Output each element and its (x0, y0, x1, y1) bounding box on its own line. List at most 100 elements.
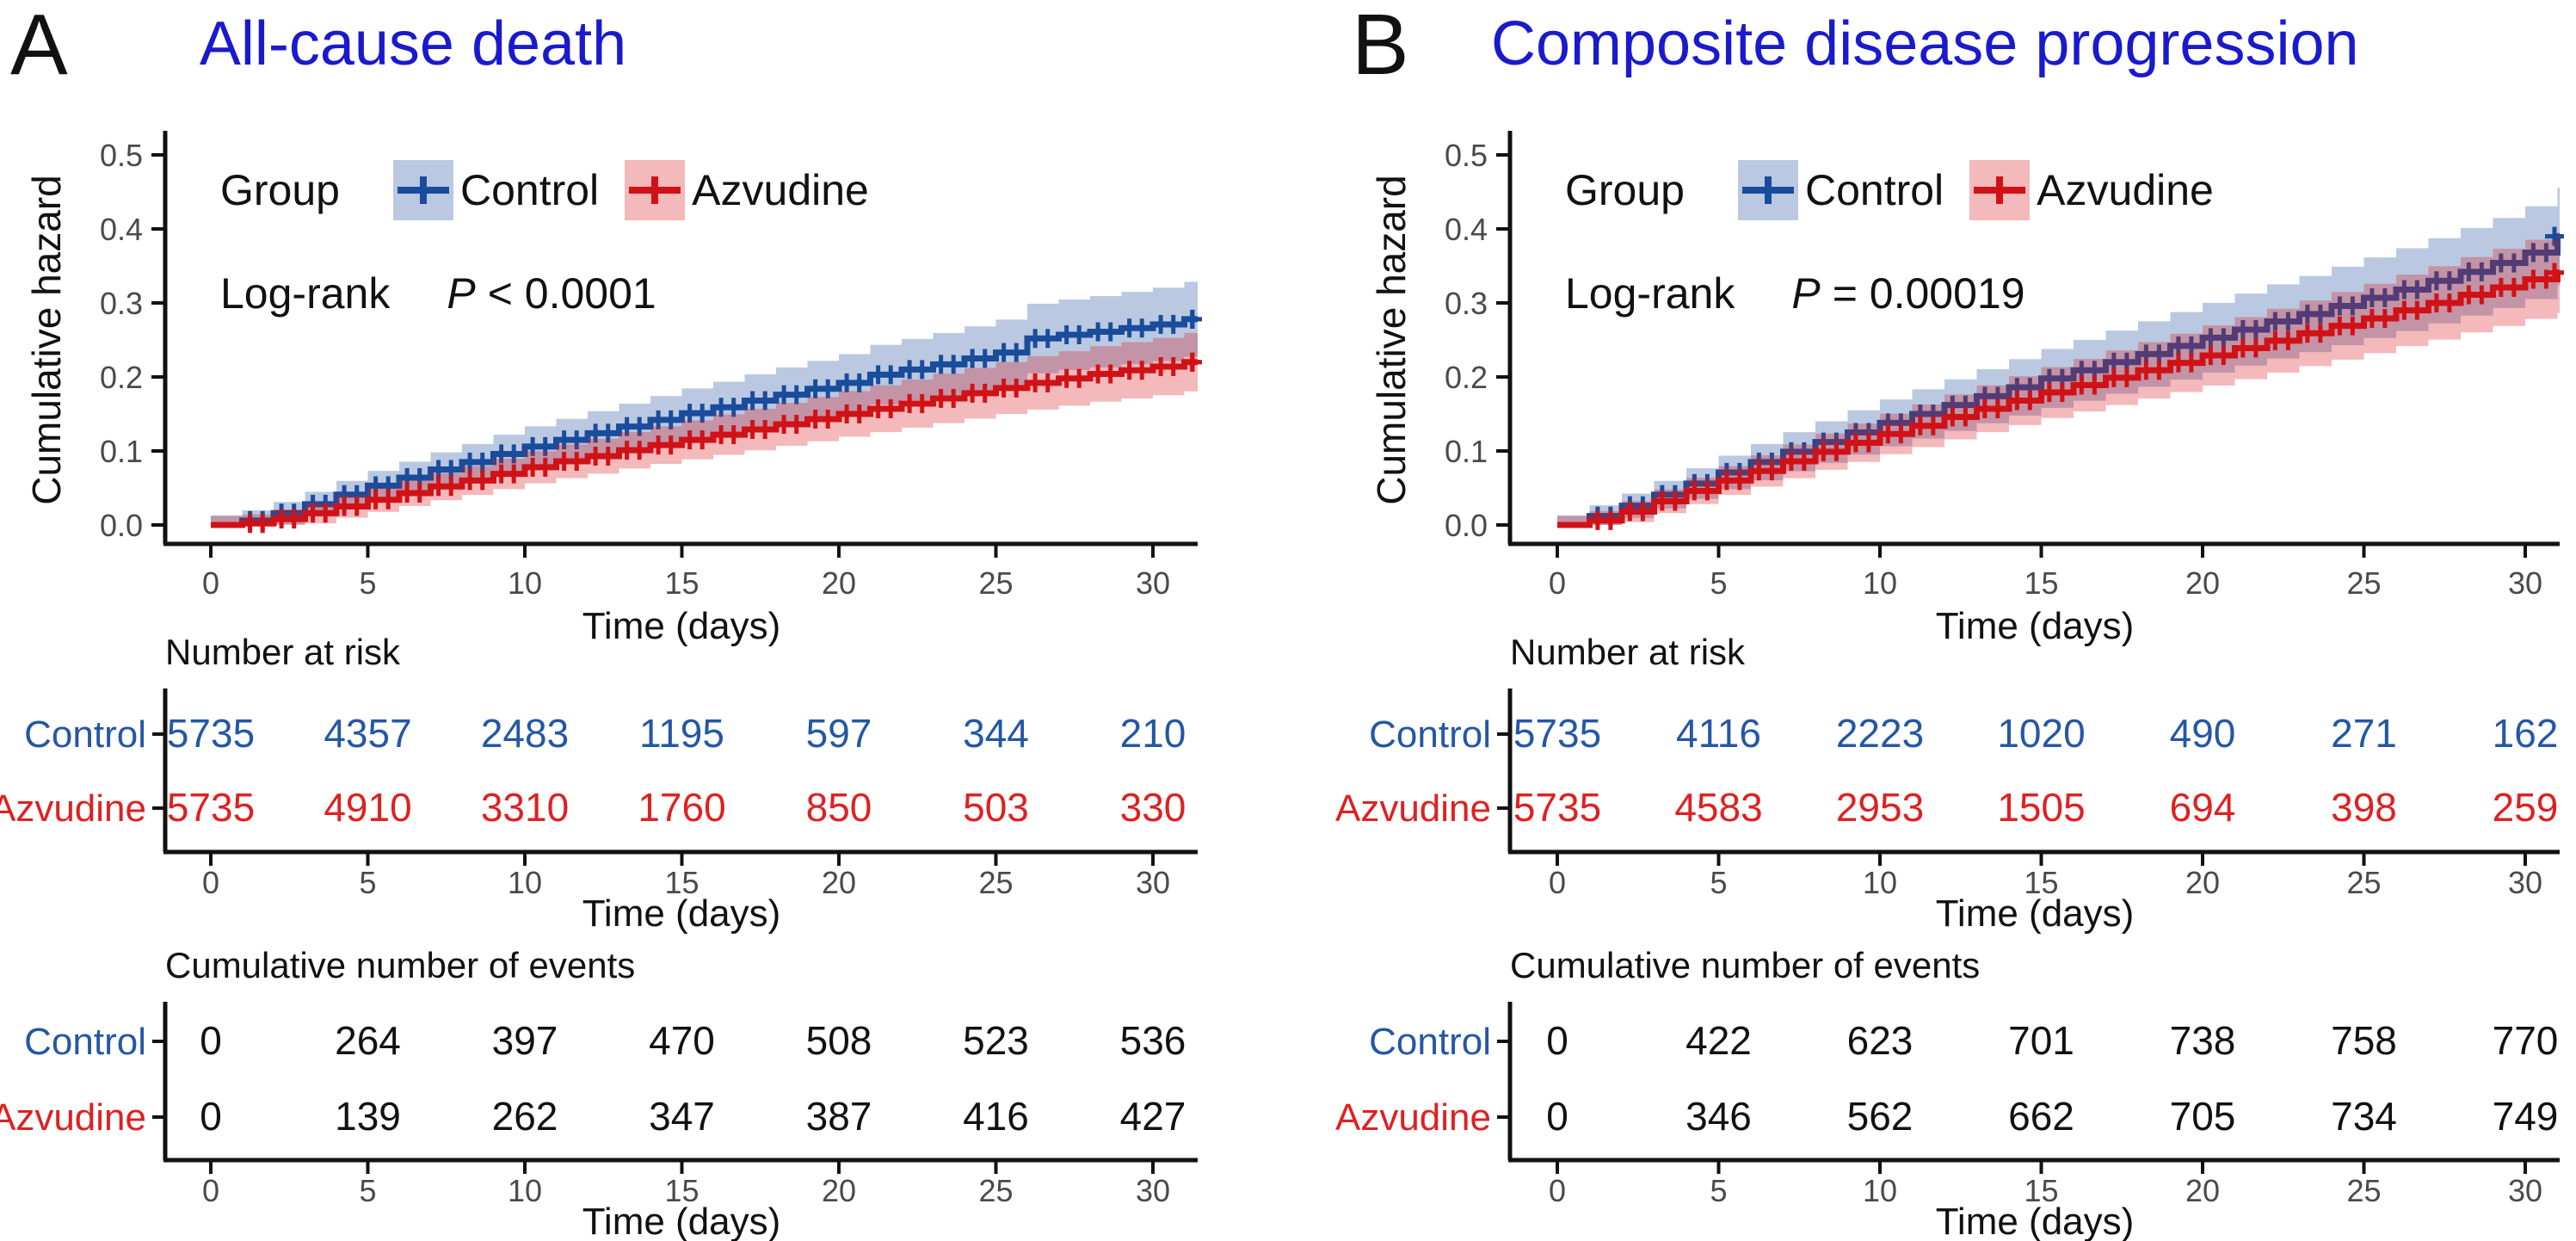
row-label-azvudine: Azvudine (0, 1096, 146, 1139)
x-tick-label: 5 (1710, 865, 1727, 900)
control-censor-marks (1587, 226, 2564, 526)
number-at-risk-table-value: 4357 (324, 711, 411, 756)
cumulative-events-table-value: 770 (2493, 1018, 2559, 1063)
number-at-risk-table-value: 330 (1120, 785, 1186, 830)
number-at-risk-table-title: Number at risk (1510, 632, 1746, 672)
x-tick-label: 25 (978, 865, 1013, 900)
x-tick-label: 0 (1549, 1173, 1566, 1208)
number-at-risk-table-value: 4583 (1674, 785, 1762, 830)
number-at-risk-table-value: 2483 (481, 711, 569, 756)
x-tick-label: 10 (1863, 1173, 1897, 1208)
logrank-p-symbol: P (447, 269, 476, 318)
number-at-risk-table-value: 344 (963, 711, 1029, 756)
cumulative-events-table-value: 738 (2170, 1018, 2236, 1063)
cumulative-events-table-value: 422 (1685, 1018, 1752, 1063)
panel-title: Composite disease progression (1491, 9, 2359, 78)
logrank-annotation: Log-rank P < 0.0001 (220, 269, 656, 318)
legend-label-control: Control (1804, 166, 1944, 214)
y-tick-label: 0.5 (100, 138, 143, 173)
x-tick-label: 5 (359, 565, 376, 601)
number-at-risk-table-value: 694 (2170, 785, 2236, 830)
panel-all-cause-death: 0.0 0.1 0.2 0.3 0.4 0.5 0 5 10 15 20 25 30 Time (days… (0, 0, 1202, 1241)
y-tick-label: 0.1 (1445, 434, 1488, 469)
number-at-risk-table-value: 4910 (324, 785, 411, 830)
row-label-azvudine: Azvudine (1335, 787, 1491, 830)
cumulative-events-table-value: 508 (806, 1018, 872, 1063)
x-tick-label: 20 (822, 565, 856, 601)
x-tick-label: 20 (2185, 1173, 2220, 1208)
azvudine-censor-marks (1587, 262, 2564, 530)
y-tick-label: 0.2 (1445, 360, 1488, 395)
cumulative-events-table-value: 387 (806, 1094, 872, 1139)
row-label-control: Control (1369, 1021, 1491, 1063)
cumulative-events-table-value: 562 (1847, 1094, 1914, 1139)
number-at-risk-table-value: 5735 (167, 785, 255, 830)
legend-key-control-icon (392, 160, 453, 220)
number-at-risk-table-value: 5735 (1513, 711, 1601, 756)
x-tick-label: 10 (1863, 865, 1897, 900)
cumulative-events-table-value: 523 (963, 1018, 1029, 1063)
y-tick-label: 0.0 (100, 508, 143, 543)
cumulative-events-table-value: 427 (1120, 1094, 1186, 1139)
legend-key-control-icon (1737, 160, 1798, 220)
number-at-risk-table-value: 3310 (481, 785, 569, 830)
panel-title: All-cause death (199, 9, 627, 78)
number-at-risk-table: Number at risk 0 5 10 15 20 25 30 Time (days) Con… (0, 632, 1198, 935)
x-tick-label: 15 (2024, 865, 2058, 900)
cumulative-events-table-value: 470 (649, 1018, 715, 1063)
x-tick-label: 5 (359, 1173, 376, 1208)
cumulative-events-table-value: 734 (2331, 1094, 2397, 1139)
x-tick-label: 20 (822, 865, 856, 900)
x-tick-label: 30 (2508, 865, 2542, 900)
y-tick-label: 0.0 (1445, 508, 1488, 543)
main-plot: 0.0 0.1 0.2 0.3 0.4 0.5 0 5 10 15 20 25 30 Time (days… (24, 131, 1202, 647)
row-label-control: Control (24, 1021, 146, 1063)
x-tick-label: 15 (664, 565, 699, 601)
cumulative-events-table: Cumulative number of events 0 5 10 15 20 25 30 T… (1335, 945, 2560, 1241)
number-at-risk-table-value: 1760 (638, 785, 725, 830)
x-tick-label: 15 (2024, 1173, 2058, 1208)
legend-title: Group (1565, 166, 1685, 214)
x-tick-label: 10 (508, 565, 542, 601)
number-at-risk-table: Number at risk 0 5 10 15 20 25 30 Time (days) Con… (1335, 632, 2560, 935)
number-at-risk-table-value: 4116 (1676, 711, 1761, 756)
y-tick-label: 0.4 (1445, 212, 1488, 247)
number-at-risk-table-value: 850 (806, 785, 872, 830)
logrank-p-symbol: P (1791, 269, 1821, 318)
x-tick-label: 30 (1136, 1173, 1170, 1208)
number-at-risk-table-value: 503 (963, 785, 1029, 830)
cumulative-events-table-value: 416 (963, 1094, 1029, 1139)
x-tick-label: 25 (978, 1173, 1013, 1208)
x-tick-label: 25 (2346, 565, 2381, 601)
azvudine-confidence-band (211, 332, 1198, 525)
cumulative-events-table-value: 705 (2170, 1094, 2236, 1139)
logrank-p-value: < 0.0001 (487, 269, 656, 318)
survival-chart-all-cause-death: 0.0 0.1 0.2 0.3 0.4 0.5 0 5 10 15 20 25 30 Time (days… (0, 131, 1202, 1241)
x-axis-title: Time (days) (582, 892, 781, 935)
cumulative-events-table-value: 758 (2331, 1018, 2397, 1063)
x-axis-title: Time (days) (1936, 1201, 2135, 1241)
cumulative-events-table-value: 262 (492, 1094, 558, 1139)
number-at-risk-table-value: 1020 (1997, 711, 2085, 756)
number-at-risk-table-value: 1505 (1997, 785, 2085, 830)
x-tick-label: 10 (1863, 565, 1897, 601)
logrank-p-value: = 0.00019 (1832, 269, 2025, 318)
number-at-risk-table-value: 597 (806, 711, 872, 756)
x-tick-label: 0 (202, 565, 219, 601)
y-tick-label: 0.2 (100, 360, 143, 395)
azvudine-confidence-band (1557, 232, 2560, 525)
x-tick-label: 15 (2024, 565, 2058, 601)
number-at-risk-table-value: 162 (2493, 711, 2559, 756)
row-label-control: Control (24, 713, 146, 756)
panel-letter: A (10, 0, 68, 93)
azvudine-censor-marks (240, 352, 1202, 534)
logrank-annotation: Log-rank P = 0.00019 (1565, 269, 2025, 318)
legend-key-azvudine-icon (1969, 160, 2031, 220)
y-tick-label: 0.5 (1445, 138, 1488, 173)
y-tick-label: 0.4 (100, 212, 143, 247)
x-tick-label: 25 (2346, 1173, 2381, 1208)
cumulative-events-table-value: 0 (1546, 1018, 1568, 1063)
x-tick-label: 30 (2508, 1173, 2542, 1208)
legend-label-control: Control (459, 166, 600, 214)
